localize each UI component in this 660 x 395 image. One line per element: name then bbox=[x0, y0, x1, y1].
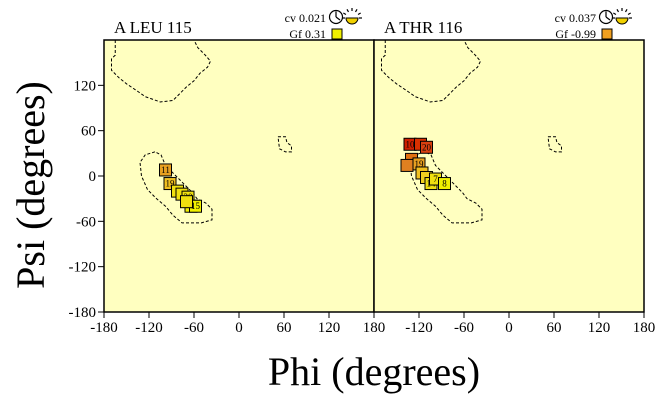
contour-line bbox=[381, 39, 482, 103]
x-tick-label: 60 bbox=[277, 320, 292, 336]
clock-icon bbox=[328, 9, 344, 25]
plot-area bbox=[103, 39, 375, 313]
y-tick-label: -120 bbox=[69, 260, 97, 276]
panel-title: A LEU 115 bbox=[114, 18, 192, 37]
x-tick-label: 180 bbox=[633, 320, 656, 336]
y-axis-label: Psi (degrees) bbox=[8, 81, 53, 289]
point-label: 19 bbox=[166, 179, 176, 189]
contour-line bbox=[111, 39, 212, 103]
x-tick-label: 0 bbox=[505, 320, 513, 336]
x-tick-label: -120 bbox=[135, 320, 163, 336]
gf-color-box bbox=[331, 28, 343, 40]
y-tick-label: -60 bbox=[76, 214, 96, 230]
clock-icon bbox=[598, 9, 614, 25]
x-tick-label: -120 bbox=[405, 320, 433, 336]
y-tick-label: 60 bbox=[81, 124, 96, 140]
point-label: 20 bbox=[422, 142, 432, 152]
contour-line bbox=[547, 136, 562, 153]
x-axis-label: Phi (degrees) bbox=[268, 349, 480, 394]
data-point bbox=[420, 140, 433, 154]
points: 111920815 bbox=[159, 163, 202, 213]
x-tick-label: -60 bbox=[454, 320, 474, 336]
point-label: 11 bbox=[161, 165, 170, 175]
point-label: 10 bbox=[406, 139, 416, 149]
x-tick-label: 60 bbox=[547, 320, 562, 336]
x-tick-label: -180 bbox=[90, 320, 118, 336]
cv-label: cv 0.037 bbox=[555, 11, 596, 25]
x-tick-label: 180 bbox=[363, 320, 386, 336]
x-tick-label: 120 bbox=[318, 320, 341, 336]
panel-title: A THR 116 bbox=[384, 18, 462, 37]
data-point bbox=[400, 158, 414, 172]
contour-line bbox=[139, 151, 213, 224]
y-tick-label: 0 bbox=[89, 169, 97, 185]
gf-color-box bbox=[601, 28, 613, 40]
gf-label: Gf 0.31 bbox=[289, 27, 326, 41]
sun-icon bbox=[612, 8, 632, 25]
point-label: 19 bbox=[415, 159, 425, 169]
contour-line bbox=[409, 151, 483, 224]
points: 1020191478 bbox=[400, 137, 451, 191]
contour-line bbox=[277, 136, 292, 153]
plot-area bbox=[373, 39, 645, 313]
y-tick-label: 120 bbox=[74, 78, 97, 94]
y-tick-label: -180 bbox=[69, 305, 97, 321]
data-point bbox=[180, 195, 193, 209]
point-label: 8 bbox=[442, 179, 447, 189]
point-label: 7 bbox=[433, 174, 438, 184]
x-tick-label: -60 bbox=[184, 320, 204, 336]
sun-icon bbox=[342, 8, 362, 25]
gf-label: Gf -0.99 bbox=[555, 27, 596, 41]
x-tick-label: 0 bbox=[235, 320, 243, 336]
cv-label: cv 0.021 bbox=[285, 11, 326, 25]
data-point bbox=[438, 177, 451, 191]
point-label: 15 bbox=[191, 201, 201, 211]
data-point bbox=[159, 163, 172, 177]
x-tick-label: 120 bbox=[588, 320, 611, 336]
